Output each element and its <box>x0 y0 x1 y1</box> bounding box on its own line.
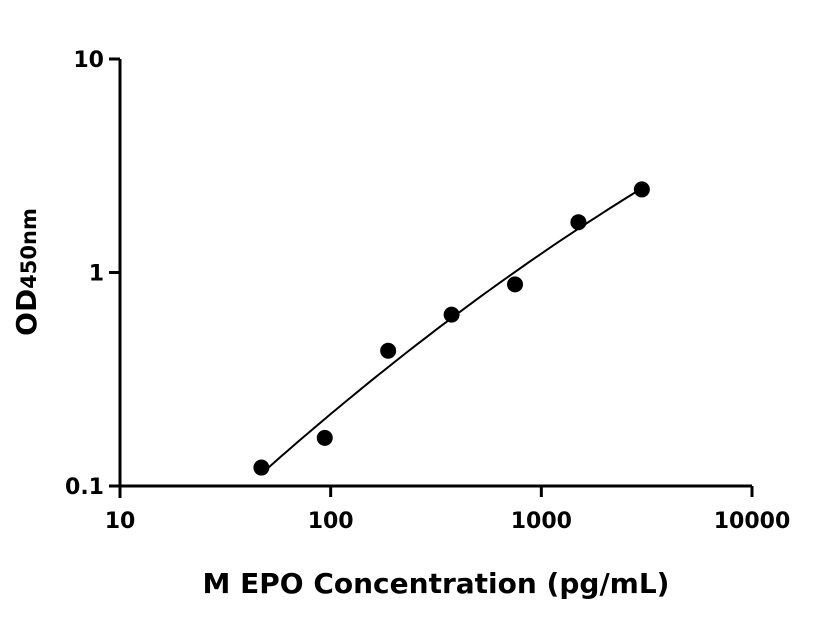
fit-curve <box>260 187 643 475</box>
y-tick-label: 10 <box>73 48 104 73</box>
x-axis-label: M EPO Concentration (pg/mL) <box>203 567 670 600</box>
data-point <box>570 214 587 231</box>
x-tick-label: 10 <box>105 509 136 534</box>
x-tick-label: 1000 <box>511 509 572 534</box>
data-points <box>253 181 650 476</box>
y-tick-label: 1 <box>89 262 104 287</box>
y-tick-label: 0.1 <box>65 475 104 500</box>
data-point <box>316 429 333 446</box>
x-tick-label: 100 <box>308 509 354 534</box>
data-point <box>253 459 270 476</box>
y-axis-label: OD450nm <box>10 208 43 336</box>
y-axis-label-subscript: 450nm <box>17 208 41 289</box>
data-point <box>633 181 650 198</box>
data-point <box>507 276 524 293</box>
data-point <box>380 342 397 359</box>
axes: 0.1 1 10 10 100 1000 10000 <box>65 48 790 534</box>
data-point <box>443 306 460 323</box>
x-tick-label: 10000 <box>714 509 791 534</box>
